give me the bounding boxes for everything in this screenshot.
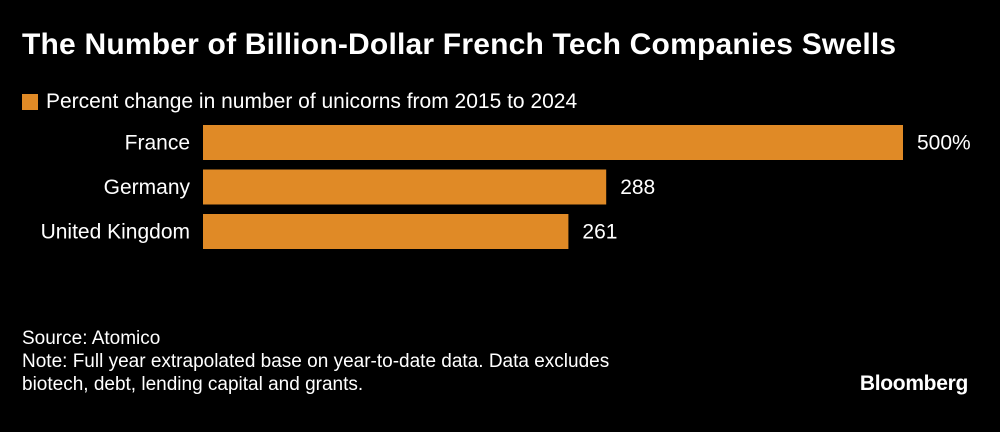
value-label-germany: 288 xyxy=(620,176,655,199)
category-label-united-kingdom: United Kingdom xyxy=(41,221,190,244)
footer: Source: Atomico Note: Full year extrapol… xyxy=(22,327,609,396)
category-label-france: France xyxy=(125,132,190,155)
bar-france xyxy=(203,125,903,160)
value-label-france: 500% xyxy=(917,132,971,155)
legend: Percent change in number of unicorns fro… xyxy=(22,89,577,115)
bar-chart: France 500% Germany 288 United Kingdom 261 xyxy=(41,125,971,249)
note-text-line-2: biotech, debt, lending capital and grant… xyxy=(22,374,364,395)
legend-swatch xyxy=(22,94,38,110)
value-label-united-kingdom: 261 xyxy=(582,221,617,244)
legend-label: Percent change in number of unicorns fro… xyxy=(46,90,578,113)
note-text-line-1: Note: Full year extrapolated base on yea… xyxy=(22,351,610,372)
source-text: Source: Atomico xyxy=(22,328,161,349)
bar-united-kingdom xyxy=(203,214,569,249)
chart-title: The Number of Billion-Dollar French Tech… xyxy=(22,28,897,61)
bloomberg-logo: Bloomberg xyxy=(859,372,968,395)
bar-germany xyxy=(203,169,607,205)
category-label-germany: Germany xyxy=(104,176,191,199)
